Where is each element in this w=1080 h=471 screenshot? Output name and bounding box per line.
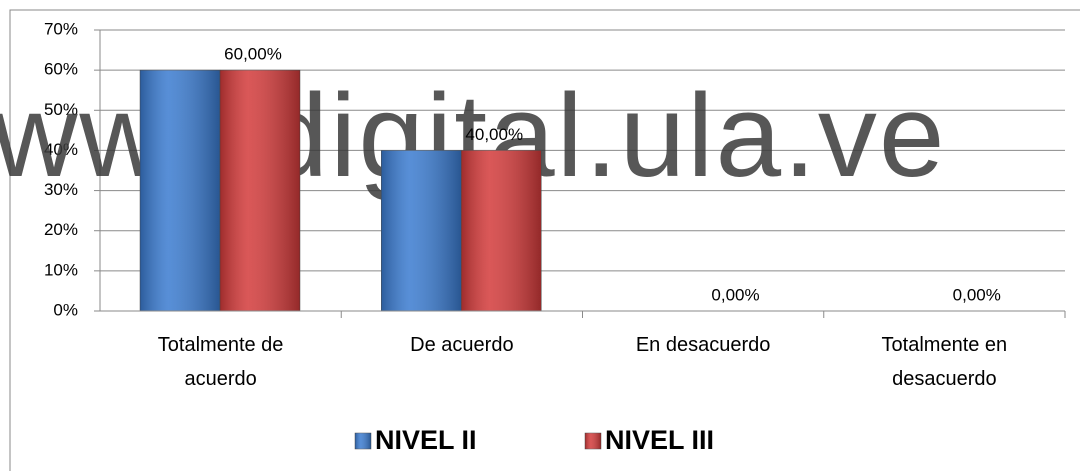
y-tick-label: 0% — [53, 300, 78, 319]
y-tick-label: 20% — [44, 220, 78, 239]
x-tick-label: De acuerdo — [410, 334, 514, 356]
bar-shade — [461, 150, 542, 311]
bar-shade — [381, 150, 462, 311]
data-label: 40,00% — [465, 125, 523, 144]
data-label: 0,00% — [953, 285, 1001, 304]
legend-swatch-shade — [355, 433, 371, 449]
y-tick-label: 40% — [44, 140, 78, 159]
legend-swatch-shade — [585, 433, 601, 449]
legend-label: NIVEL III — [605, 425, 714, 455]
bar-shade — [140, 70, 220, 312]
y-tick-label: 50% — [44, 100, 78, 119]
y-tick-label: 30% — [44, 180, 78, 199]
data-label: 0,00% — [711, 285, 759, 304]
bar-shade — [220, 70, 300, 312]
chart-frame — [9, 9, 1080, 471]
x-tick-label: Totalmente en desacuerdo — [881, 334, 1008, 390]
x-tick-label: En desacuerdo — [635, 334, 771, 356]
y-tick-label: 10% — [44, 260, 78, 279]
legend-label: NIVEL II — [375, 425, 477, 455]
y-tick-label: 70% — [44, 19, 78, 38]
y-tick-label: 60% — [44, 60, 78, 79]
data-label: 60,00% — [224, 45, 282, 64]
x-tick-label: Totalmente de acuerdo — [157, 334, 284, 390]
